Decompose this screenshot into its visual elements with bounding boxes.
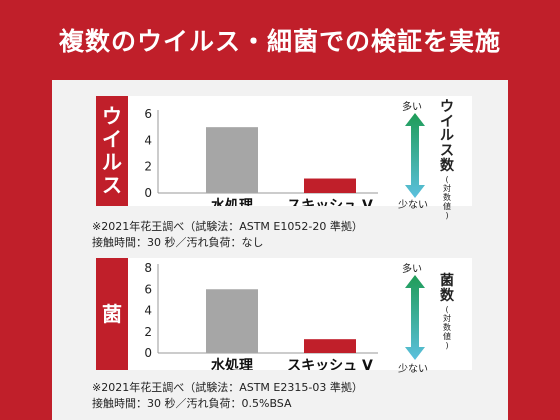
y-tick-label: 6 (144, 107, 152, 121)
virus-note-line: 接触時間：30 秒／汚れ負荷：なし (92, 235, 264, 249)
bacteria-note-line: ※2021年花王調べ（試験法：ASTM E2315-03 準拠） (92, 381, 363, 394)
y-tick-label: 2 (144, 325, 152, 339)
x-category-label: スキッシュ V (287, 198, 373, 206)
bacteria-label-text: 菌 (102, 301, 122, 326)
scale-arrow-icon (405, 113, 425, 198)
bacteria-metric-text: 菌数 (440, 273, 454, 304)
scale-low-label: 少ない (398, 200, 428, 211)
scale-high-label: 多い (402, 102, 422, 113)
bacteria-metric-label: 菌数 (対数値) (440, 274, 454, 350)
y-tick-label: 6 (144, 282, 152, 296)
scale-high-label: 多い (402, 264, 422, 275)
bacteria-note-line: 接触時間：30 秒／汚れ負荷：0.5%BSA (92, 396, 292, 410)
x-category-label: 水処理 (211, 357, 253, 370)
y-tick-label: 2 (144, 160, 152, 174)
y-tick-label: 0 (144, 186, 152, 200)
bar (304, 178, 356, 193)
x-category-label: 水処理 (211, 197, 253, 206)
unit-note: (対数値) (443, 305, 451, 350)
right-border (508, 80, 560, 420)
virus-bar-chart: 0 2 4 6 水処理 スキッシュ V (144, 107, 378, 206)
bar (304, 339, 356, 353)
virus-notes: ※2021年花王調べ（試験法：ASTM E1052-20 準拠） 接触時間：30… (92, 219, 363, 251)
virus-section-label: ウイルス (96, 96, 128, 206)
virus-note-line: ※2021年花王調べ（試験法：ASTM E1052-20 準拠） (92, 220, 363, 233)
bacteria-notes: ※2021年花王調べ（試験法：ASTM E2315-03 準拠） 接触時間：30… (92, 380, 363, 412)
unit-note: (対数値) (443, 175, 451, 220)
scale-arrow-icon (405, 275, 425, 360)
bacteria-bar-chart: 0 2 4 6 8 水処理 スキッシュ V (144, 261, 378, 370)
x-category-label: スキッシュ V (287, 358, 373, 370)
left-border (0, 80, 52, 420)
y-tick-label: 4 (144, 304, 152, 318)
page-title: 複数のウイルス・細菌での検証を実施 (0, 0, 560, 80)
scale-low-label: 少ない (398, 364, 428, 375)
y-tick-label: 0 (144, 346, 152, 360)
y-tick-label: 4 (144, 133, 152, 147)
bar (206, 127, 258, 193)
virus-metric-text: ウイルス数 (440, 99, 454, 174)
virus-label-text: ウイルス (102, 104, 122, 197)
y-tick-label: 8 (144, 261, 152, 275)
bar (206, 289, 258, 353)
bacteria-section-label: 菌 (96, 258, 128, 370)
virus-metric-label: ウイルス数 (対数値) (440, 100, 454, 220)
